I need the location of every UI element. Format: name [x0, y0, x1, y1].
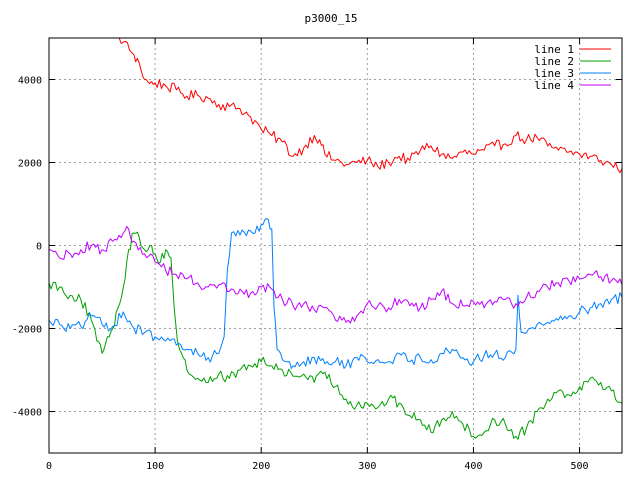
x-tick-label: 400 — [464, 461, 482, 472]
series-line-3 — [49, 218, 622, 369]
y-tick-label: -4000 — [12, 408, 42, 419]
series-line-2 — [49, 231, 622, 440]
legend-label: line 2 — [534, 55, 574, 68]
y-tick-label: -2000 — [12, 325, 42, 336]
legend-label: line 1 — [534, 43, 574, 56]
y-tick-label: 0 — [36, 242, 42, 253]
x-tick-label: 300 — [358, 461, 376, 472]
x-tick-label: 500 — [571, 461, 589, 472]
chart-title: p3000_15 — [305, 12, 358, 25]
x-tick-label: 0 — [46, 461, 52, 472]
x-tick-label: 200 — [252, 461, 270, 472]
series-line-1 — [118, 38, 622, 174]
y-tick-label: 4000 — [18, 76, 42, 87]
y-tick-label: 2000 — [18, 159, 42, 170]
legend-label: line 4 — [534, 79, 574, 92]
grid — [49, 38, 622, 453]
axes: 0 100 200 300 400 500 -4000 -2000 0 2000 4000 — [12, 37, 623, 472]
x-tick-label: 100 — [146, 461, 164, 472]
legend-label: line 3 — [534, 67, 574, 80]
series-layer — [49, 38, 622, 440]
plot-frame — [48, 37, 623, 454]
series-line-4 — [49, 226, 622, 324]
